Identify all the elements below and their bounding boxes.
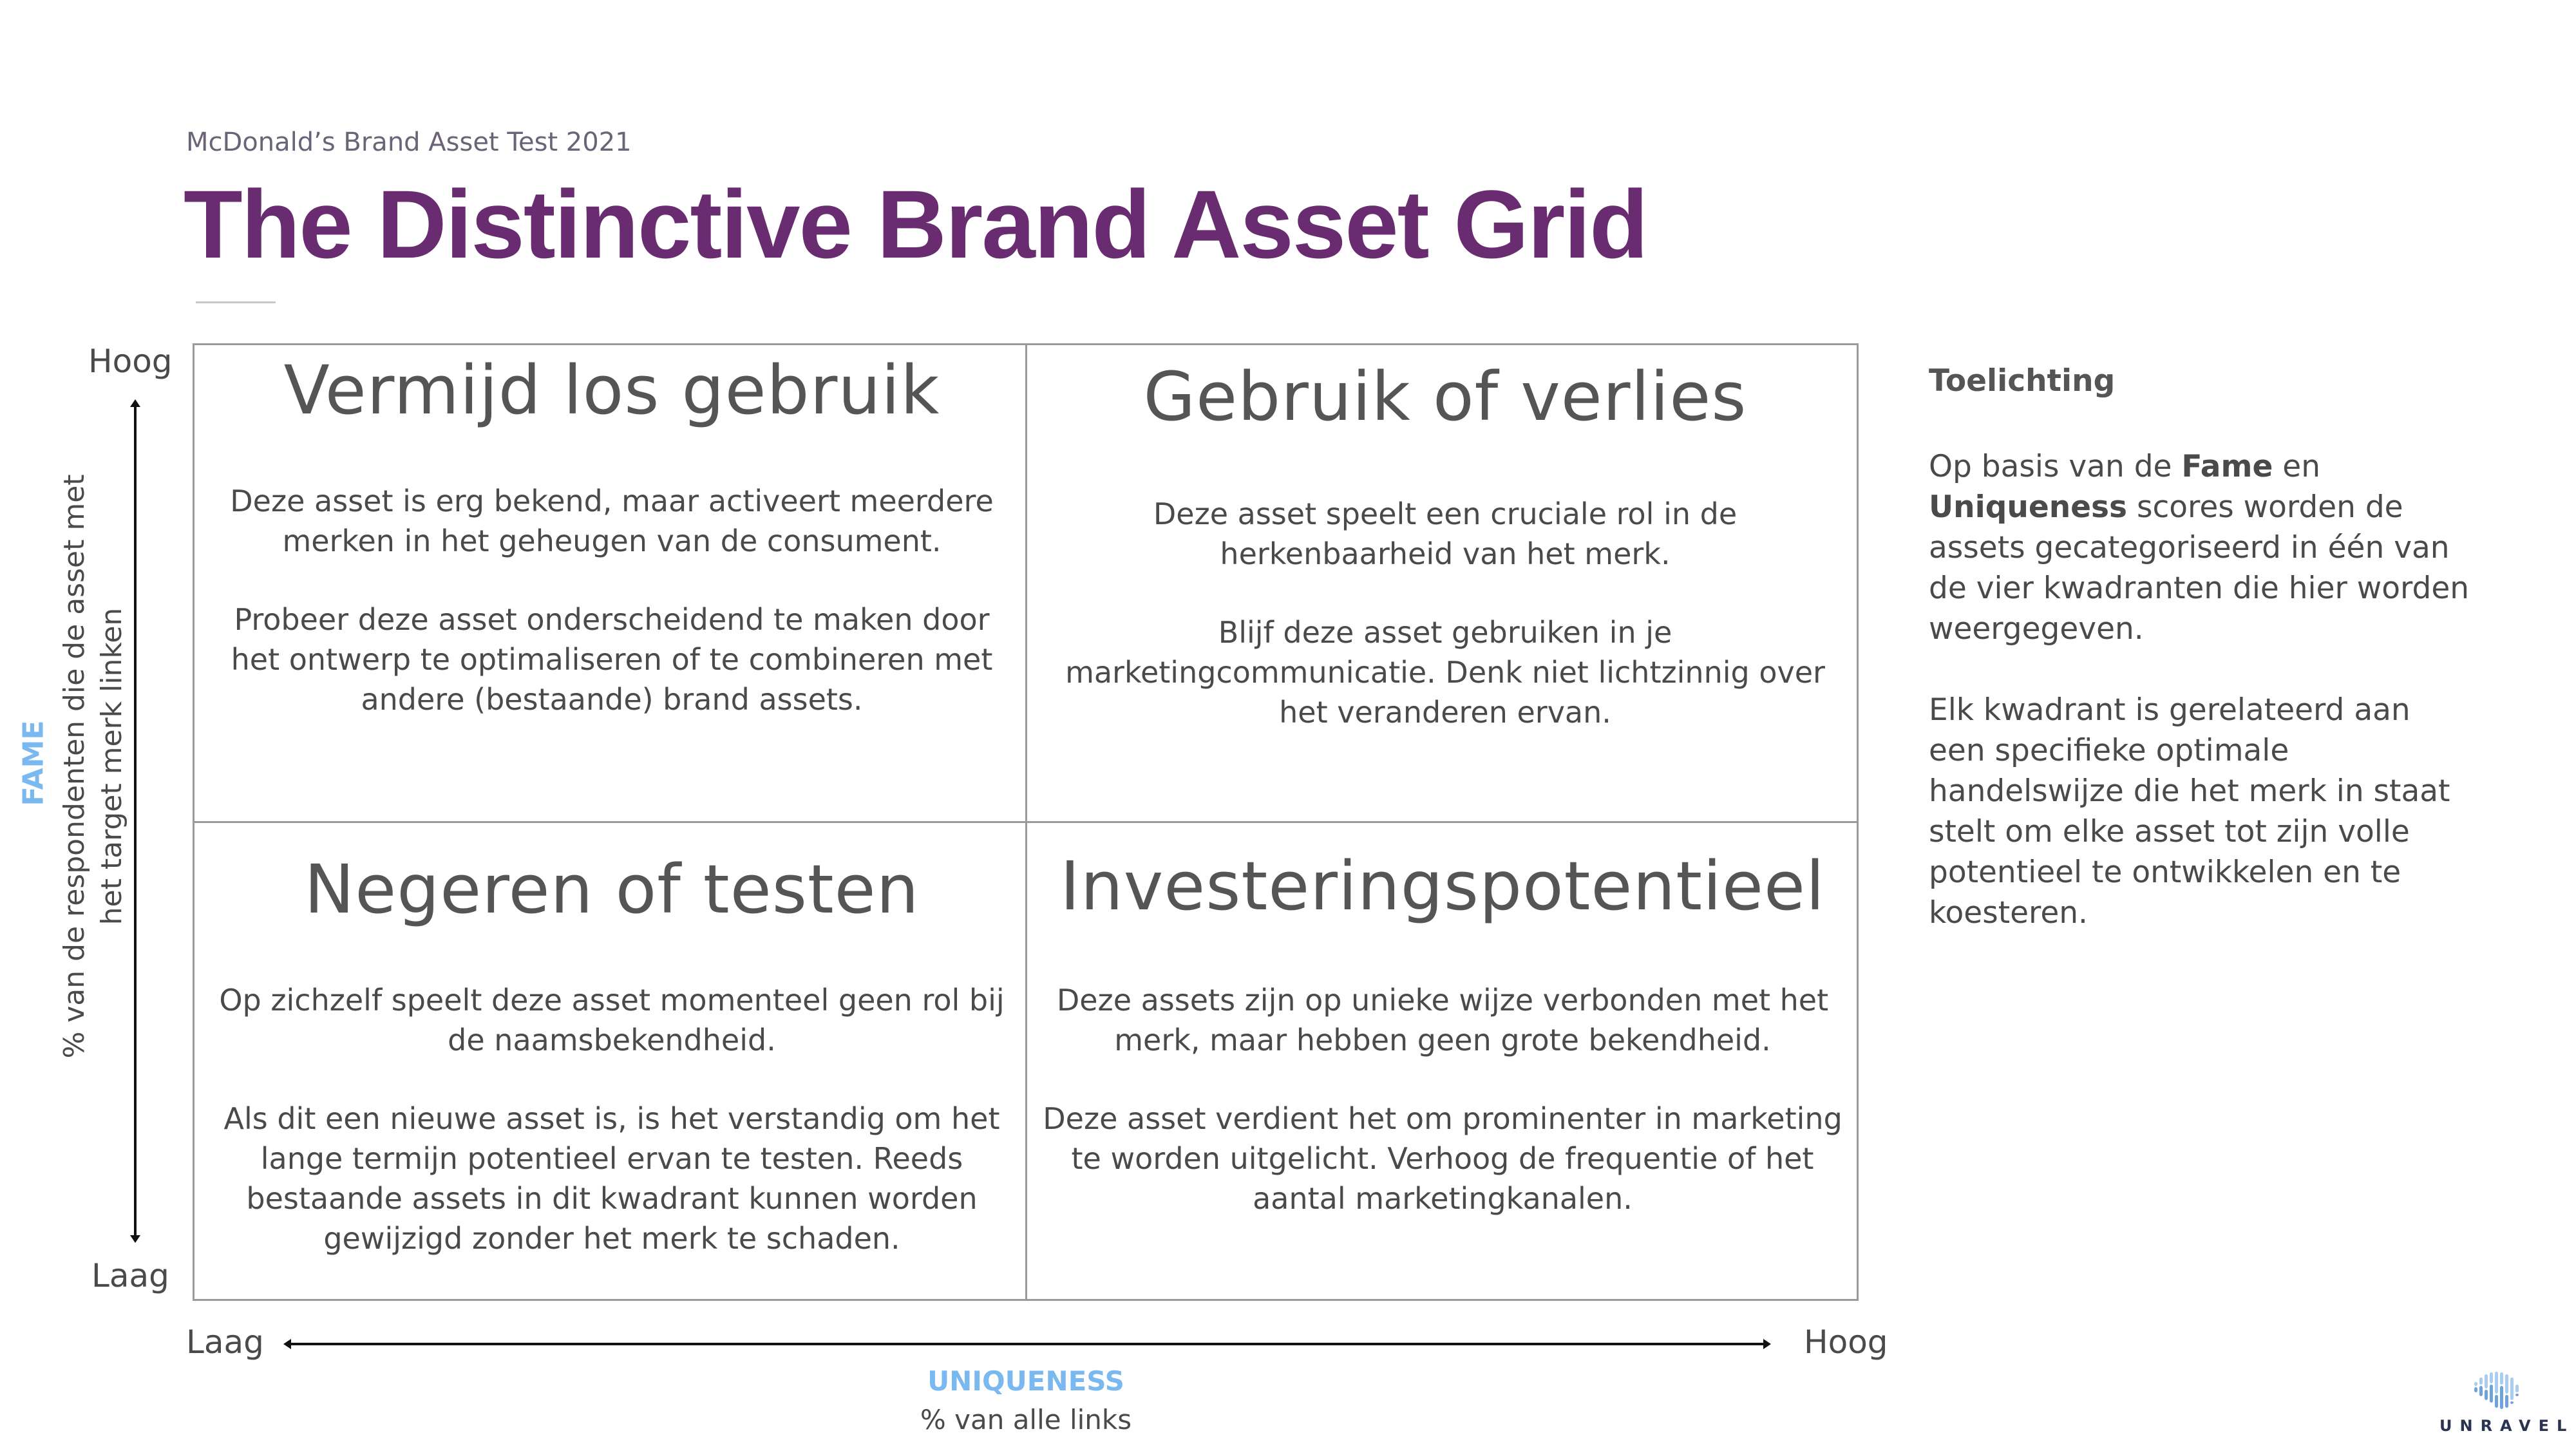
y-axis-description-line: % van de respondenten die de asset met	[58, 474, 91, 1059]
logo-bar	[2485, 1390, 2488, 1400]
logo-bar	[2474, 1387, 2477, 1392]
quadrant-title: Negeren of testen	[304, 850, 920, 929]
quadrant-text: Deze assets zijn op unieke wijze verbond…	[1056, 983, 1829, 1057]
y-axis-description: % van de respondenten die de asset met h…	[56, 474, 131, 1058]
x-axis-high-label: Hoog	[1804, 1323, 1888, 1361]
logo-bar	[2515, 1394, 2519, 1396]
grid-horizontal-divider	[193, 821, 1859, 823]
quadrant-title: Vermijd los gebruik	[283, 351, 940, 430]
y-axis-arrow	[130, 399, 140, 1243]
y-axis-high-label: Hoog	[88, 343, 173, 380]
panel-text: scores worden de assets gecategoriseerd …	[1929, 489, 2470, 647]
unravel-logo-icon	[2474, 1372, 2519, 1409]
logo-bar	[2510, 1401, 2514, 1404]
quadrant-top-left: Vermijd los gebruik Deze asset is erg be…	[206, 351, 1018, 758]
x-axis-low-label: Laag	[186, 1323, 264, 1361]
page-title: The Distinctive Brand Asset Grid	[184, 170, 1649, 278]
x-axis-title: UNIQUENESS	[927, 1365, 1124, 1397]
logo-bar	[2505, 1395, 2508, 1408]
subtitle: McDonald’s Brand Asset Test 2021	[186, 128, 632, 157]
logo-bar	[2495, 1372, 2498, 1394]
y-axis-low-label: Laag	[91, 1257, 169, 1294]
x-axis-arrow	[283, 1339, 1771, 1349]
panel-bold-text: Uniqueness	[1929, 489, 2128, 525]
panel-heading: Toelichting	[1929, 363, 2116, 399]
x-axis-description: % van alle links	[920, 1404, 1132, 1435]
panel-text: Op basis van de	[1929, 449, 2182, 484]
logo-bar	[2515, 1385, 2519, 1392]
logo-text: UNRAVEL	[2439, 1417, 2575, 1435]
quadrant-text: Deze asset verdient het om prominenter i…	[1043, 1101, 1842, 1216]
logo-bar	[2485, 1374, 2488, 1388]
quadrant-text: Op zichzelf speelt deze asset momenteel …	[219, 983, 1005, 1057]
quadrant-title: Investeringspotentieel	[1060, 847, 1825, 925]
panel-paragraph: Op basis van de Fame en Uniqueness score…	[1929, 446, 2476, 649]
logo-bar	[2510, 1378, 2514, 1400]
title-divider	[196, 301, 276, 303]
logo-bar	[2495, 1395, 2498, 1408]
y-axis-description-line: het target merk linken	[95, 607, 128, 925]
y-axis-title: FAME	[17, 720, 50, 806]
logo-bar	[2479, 1386, 2483, 1396]
logo-bar	[2500, 1372, 2503, 1385]
quadrant-text: Deze asset is erg bekend, maar activeert…	[230, 484, 994, 558]
logo-bar	[2474, 1382, 2477, 1386]
logo-bar	[2500, 1386, 2503, 1409]
quadrant-text: Als dit een nieuwe asset is, is het vers…	[223, 1101, 1000, 1256]
quadrant-text: Blijf deze asset gebruiken in je marketi…	[1065, 615, 1825, 730]
logo-bar	[2490, 1385, 2493, 1403]
logo-bar	[2490, 1372, 2493, 1383]
panel-bold-text: Fame	[2181, 449, 2273, 484]
logo-bar	[2505, 1374, 2508, 1394]
panel-paragraph: Elk kwadrant is gerelateerd aan een spec…	[1929, 692, 2450, 931]
quadrant-top-right: Gebruik of verlies Deze asset speelt een…	[1039, 357, 1851, 771]
panel-text: en	[2273, 449, 2320, 484]
quadrant-text: Probeer deze asset onderscheidend te mak…	[231, 602, 993, 717]
explanation-panel: Toelichting Op basis van de Fame en Uniq…	[1929, 361, 2476, 974]
quadrant-title: Gebruik of verlies	[1143, 357, 1747, 436]
quadrant-text: Deze asset speelt een cruciale rol in de…	[1153, 497, 1738, 571]
logo-bar	[2479, 1378, 2483, 1385]
quadrant-bottom-left: Negeren of testen Op zichzelf speelt dez…	[206, 850, 1018, 1297]
quadrant-bottom-right: Investeringspotentieel Deze assets zijn …	[1037, 847, 1848, 1257]
